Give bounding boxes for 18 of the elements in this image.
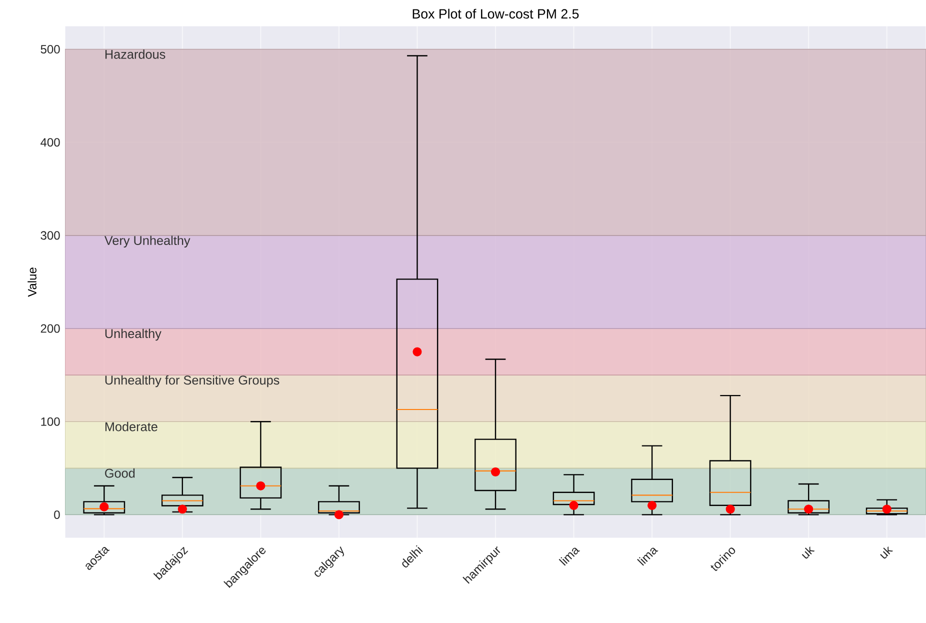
y-axis-title: Value [28, 268, 36, 297]
band-label: Very Unhealthy [104, 236, 190, 248]
y-tick-label: 200 [40, 324, 60, 333]
band-label: Unhealthy for Sensitive Groups [105, 375, 280, 388]
band-label: Hazardous [105, 50, 166, 59]
x-tick-label: lima [558, 548, 580, 566]
band-label: Moderate [105, 422, 158, 432]
y-tick-label: 300 [40, 231, 60, 240]
y-tick-label: 400 [40, 138, 60, 147]
y-tick-label: 0 [54, 510, 60, 519]
x-tick-label: uk [802, 546, 815, 559]
y-tick-label: 500 [40, 45, 60, 54]
chart-title: Box Plot of Low-cost PM 2.5 [412, 8, 579, 19]
band-label: Unhealthy [105, 328, 162, 341]
band-label: Good [105, 468, 135, 478]
x-tick-label: lima [637, 548, 658, 566]
y-tick-label: 100 [41, 417, 60, 426]
x-tick-label: uk [880, 546, 894, 559]
